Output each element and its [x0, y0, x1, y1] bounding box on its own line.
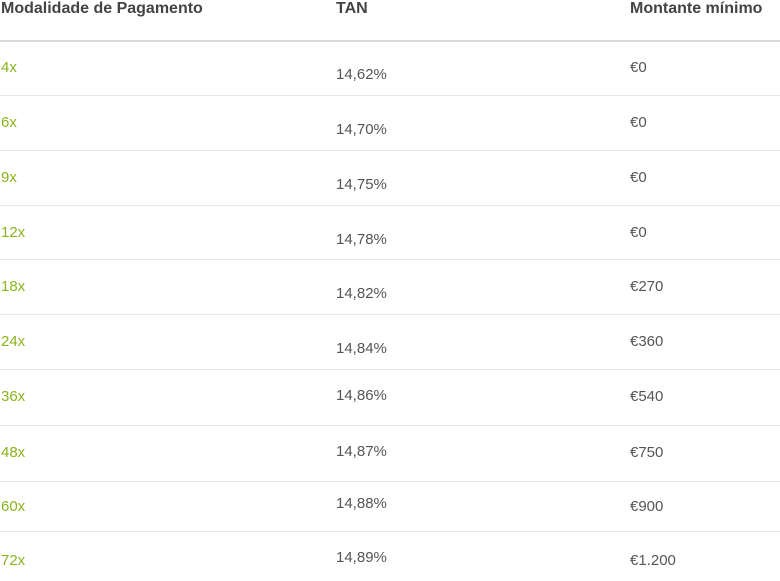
- table-row: 9x 14,75% €0: [0, 151, 780, 206]
- min-amount-cell: €360: [630, 333, 664, 350]
- payment-mode-cell: 4x: [1, 59, 17, 76]
- min-amount-cell: €270: [630, 278, 664, 295]
- tan-cell: 14,70%: [336, 121, 387, 138]
- tan-cell: 14,89%: [336, 549, 387, 566]
- payment-mode-cell: 24x: [1, 333, 26, 350]
- payment-mode-cell: 60x: [1, 498, 26, 515]
- header-min-amount: Montante mínimo: [630, 0, 763, 17]
- tan-cell: 14,84%: [336, 340, 387, 357]
- table-header: Modalidade de Pagamento TAN Montante mín…: [0, 0, 780, 42]
- payment-mode-cell: 6x: [1, 114, 17, 131]
- payment-mode-cell: 72x: [1, 552, 26, 569]
- payment-mode-cell: 48x: [1, 444, 26, 461]
- header-tan: TAN: [336, 0, 368, 17]
- tan-cell: 14,86%: [336, 387, 387, 404]
- min-amount-cell: €900: [630, 498, 664, 515]
- table-row: 4x 14,62% €0: [0, 41, 780, 96]
- payment-mode-cell: 36x: [1, 388, 26, 405]
- min-amount-cell: €0: [630, 169, 647, 186]
- table-row: 60x 14,88% €900: [0, 482, 780, 532]
- tan-cell: 14,62%: [336, 66, 387, 83]
- table-row: 24x 14,84% €360: [0, 315, 780, 370]
- payment-mode-cell: 9x: [1, 169, 17, 186]
- table-row: 12x 14,78% €0: [0, 206, 780, 260]
- table-row: 6x 14,70% €0: [0, 96, 780, 151]
- tan-cell: 14,75%: [336, 176, 387, 193]
- tan-cell: 14,82%: [336, 285, 387, 302]
- table-row: 18x 14,82% €270: [0, 260, 780, 315]
- header-payment-mode: Modalidade de Pagamento: [1, 0, 203, 17]
- table-row: 72x 14,89% €1.200: [0, 532, 780, 581]
- payment-mode-cell: 12x: [1, 224, 26, 241]
- min-amount-cell: €0: [630, 59, 647, 76]
- min-amount-cell: €750: [630, 444, 664, 461]
- tan-cell: 14,87%: [336, 443, 387, 460]
- table-row: 36x 14,86% €540: [0, 370, 780, 426]
- payment-mode-cell: 18x: [1, 278, 26, 295]
- min-amount-cell: €540: [630, 388, 664, 405]
- min-amount-cell: €0: [630, 114, 647, 131]
- min-amount-cell: €1.200: [630, 552, 676, 569]
- min-amount-cell: €0: [630, 224, 647, 241]
- tan-cell: 14,78%: [336, 231, 387, 248]
- table-row: 48x 14,87% €750: [0, 426, 780, 482]
- tan-cell: 14,88%: [336, 495, 387, 512]
